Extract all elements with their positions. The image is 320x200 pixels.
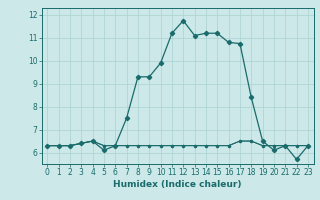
X-axis label: Humidex (Indice chaleur): Humidex (Indice chaleur) [113,180,242,189]
